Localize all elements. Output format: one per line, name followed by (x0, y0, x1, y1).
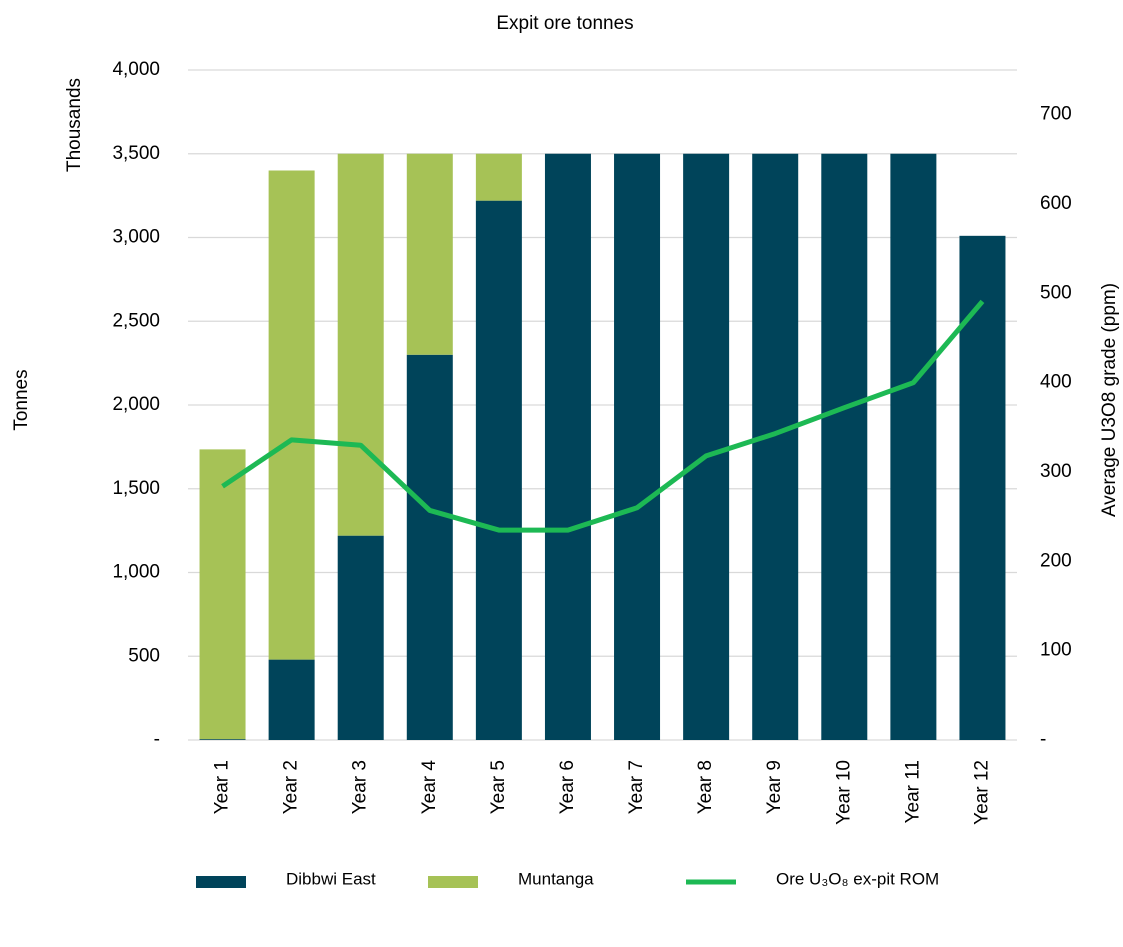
bar (406, 354, 453, 740)
bar (890, 153, 937, 740)
bar (337, 153, 384, 536)
y-tick-label: 4,000 (112, 59, 160, 80)
y-units-label: Thousands (64, 78, 85, 172)
y2-tick-label: 600 (1040, 193, 1072, 214)
bar (821, 153, 868, 740)
x-tick-label: Year 2 (281, 760, 302, 814)
bar (199, 739, 246, 740)
legend-swatch (428, 876, 478, 888)
y-tick-label: 2,000 (112, 394, 160, 415)
y2-axis-title: Average U3O8 grade (ppm) (1099, 283, 1120, 517)
bar (683, 153, 730, 740)
x-tick-label: Year 11 (902, 760, 923, 823)
bar (752, 153, 799, 740)
y2-tick-label: 100 (1040, 640, 1072, 661)
x-tick-label: Year 7 (626, 760, 647, 814)
legend-label: Dibbwi East (286, 869, 376, 888)
bar (268, 659, 315, 740)
x-tick-label: Year 10 (833, 760, 854, 825)
y-tick-label: 3,000 (112, 227, 160, 248)
line (221, 299, 985, 533)
chart-title: Expit ore tonnes (496, 13, 633, 34)
legend-label: Ore U₃O₈ ex-pit ROM (776, 869, 939, 888)
legend-swatch (196, 876, 246, 888)
bar (406, 153, 453, 355)
x-tick-label: Year 5 (488, 760, 509, 814)
bar (268, 170, 315, 660)
x-tick-label: Year 4 (419, 760, 440, 815)
x-tick-label: Year 1 (212, 760, 233, 814)
x-tick-label: Year 8 (695, 760, 716, 814)
x-tick-label: Year 3 (350, 760, 371, 814)
y2-tick-label: 200 (1040, 550, 1072, 571)
y-tick-label: - (154, 729, 160, 750)
bar (959, 235, 1006, 740)
y2-tick-label: 500 (1040, 282, 1072, 303)
bar (475, 200, 522, 740)
bar (544, 153, 591, 740)
bar (199, 449, 246, 740)
x-tick-label: Year 12 (971, 760, 992, 825)
y-tick-label: 2,500 (112, 310, 160, 331)
y2-tick-label: - (1040, 729, 1046, 750)
legend-label: Muntanga (518, 869, 594, 888)
bar (614, 153, 661, 740)
x-tick-label: Year 6 (557, 760, 578, 814)
y-axis-title: Tonnes (11, 369, 32, 430)
y-tick-label: 1,500 (112, 478, 160, 499)
y-tick-label: 500 (128, 645, 160, 666)
bar (337, 535, 384, 740)
y-tick-label: 1,000 (112, 562, 160, 583)
y2-tick-label: 300 (1040, 461, 1072, 482)
y-tick-label: 3,500 (112, 143, 160, 164)
y2-tick-label: 400 (1040, 372, 1072, 393)
bar (475, 153, 522, 201)
y2-tick-label: 700 (1040, 104, 1072, 125)
x-tick-label: Year 9 (764, 760, 785, 814)
